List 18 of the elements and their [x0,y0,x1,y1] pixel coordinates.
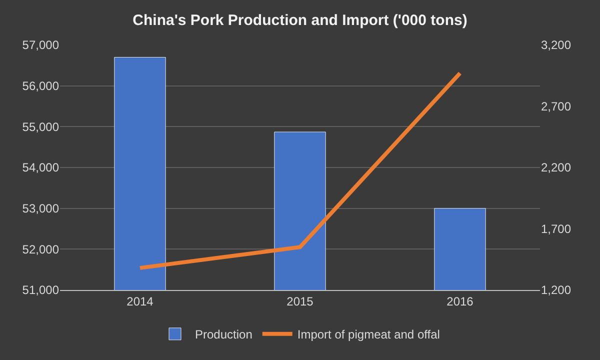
y2-tick-label: 1,200 [541,283,572,298]
y-tick-label: 51,000 [22,283,60,298]
y2-tick-label: 1,700 [541,222,572,236]
y-tick-label: 55,000 [22,120,60,134]
y-tick-label: 57,000 [22,38,60,52]
chart-title: China's Pork Production and Import ('000 tons) [132,12,468,29]
x-tick-label: 2014 [126,294,154,308]
y-tick-label: 54,000 [22,160,60,175]
x-tick-label: 2016 [446,294,474,308]
y-tick-label: 53,000 [22,202,60,216]
y2-tick-label: 2,200 [541,160,572,175]
y-tick-label: 52,000 [22,242,60,256]
y2-tick-label: 2,700 [541,99,572,114]
legend-label: Production [195,328,252,342]
y2-tick-label: 3,200 [541,38,572,52]
x-tick-label: 2015 [286,294,314,308]
legend-label: Import of pigmeat and offal [297,328,440,342]
y-tick-label: 56,000 [22,79,60,94]
